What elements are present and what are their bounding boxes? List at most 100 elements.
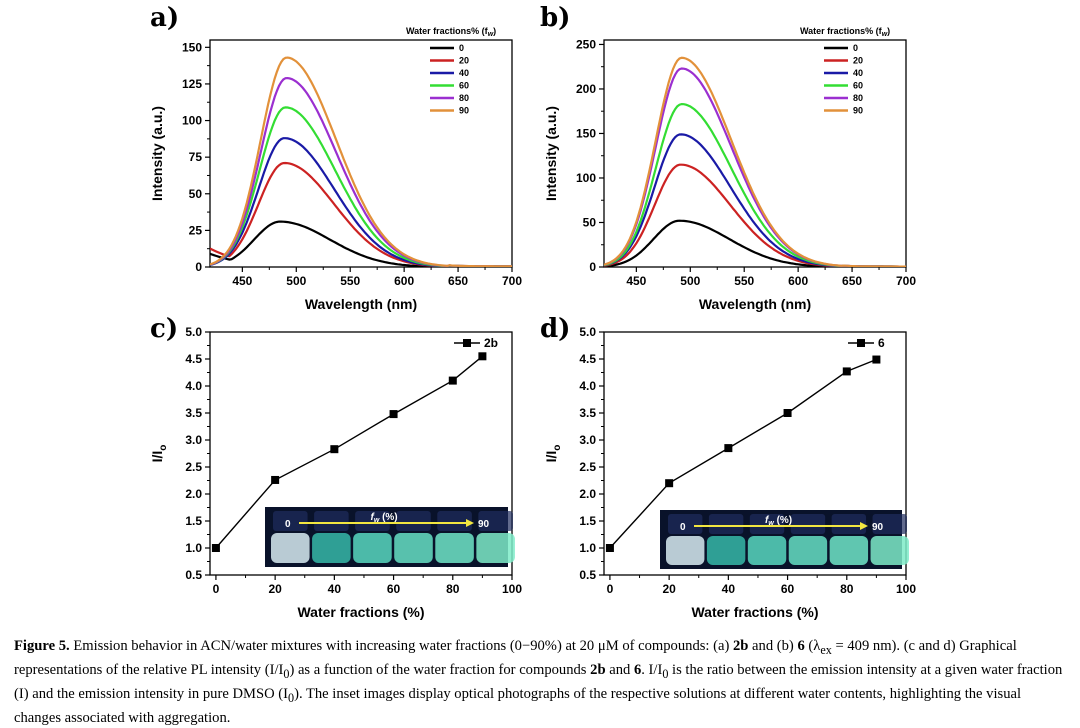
data-point [448, 376, 457, 385]
data-point [872, 355, 881, 364]
y-tick-label: 0 [195, 260, 202, 274]
series-line-90 [210, 56, 512, 267]
panel-label: c) [150, 314, 178, 344]
inset-vial [435, 533, 474, 563]
x-tick-label: 550 [734, 274, 754, 288]
inset-vial-cap [708, 514, 744, 534]
y-axis-label: Intensity (a.u.) [149, 106, 165, 201]
x-tick-label: 80 [840, 582, 854, 596]
y-tick-label: 25 [189, 223, 203, 237]
legend-label: 90 [459, 106, 469, 116]
legend-label: 60 [853, 81, 863, 91]
chart-panel-1: a)450 500 550 600 650 7000255075100125150Wave… [149, 3, 522, 312]
plot-frame [209, 39, 513, 268]
inset-vial [829, 536, 869, 565]
inset-vial-cap [872, 514, 907, 534]
x-tick-label: 20 [662, 582, 676, 596]
legend-label: 6 [878, 336, 885, 350]
x-tick-label: 60 [387, 582, 401, 596]
inset-vial-cap [668, 514, 703, 534]
x-tick-label: 650 [842, 274, 862, 288]
x-axis-label: Water fractions (%) [691, 604, 818, 620]
x-axis-label: Water fractions (%) [297, 604, 424, 620]
y-axis-label: I/Io [149, 445, 169, 463]
plot-frame [603, 39, 907, 268]
y-tick-label: 100 [576, 171, 596, 185]
legend-label: 40 [459, 68, 469, 78]
inset-vial-cap [273, 511, 308, 531]
inset-vial [353, 533, 392, 563]
x-tick-label: 500 [680, 274, 700, 288]
series-line-2b [215, 355, 483, 549]
figure: a)450 500 550 600 650 7000255075100125150Wave… [149, 3, 916, 620]
data-point [724, 444, 733, 453]
y-tick-label: 5.0 [185, 325, 202, 339]
caption-label: Figure 5. [14, 638, 70, 654]
x-tick-label: 700 [896, 274, 916, 288]
inset-vial [788, 536, 828, 565]
inset-vial-cap [831, 514, 867, 534]
y-tick-label: 3.0 [579, 433, 596, 447]
panel-label: a) [150, 3, 179, 33]
x-axis-label: Wavelength (nm) [305, 296, 417, 312]
x-tick-label: 80 [446, 582, 460, 596]
x-axis-label: Wavelength (nm) [699, 296, 811, 312]
inset-vial-cap [355, 511, 390, 531]
chart-panel-2: b)450 500 550 600 650 700050100150200250Wavel… [540, 3, 916, 312]
inset-vial-cap [437, 511, 472, 531]
inset-vial-cap [314, 511, 349, 531]
inset-vial [706, 536, 746, 565]
y-tick-label: 2.5 [185, 460, 202, 474]
legend-label: 60 [459, 81, 469, 91]
series-line-60 [210, 106, 512, 267]
data-point [271, 475, 280, 484]
y-tick-label: 2.5 [579, 460, 596, 474]
y-tick-label: 125 [182, 77, 202, 91]
inset-end-label: 90 [872, 522, 884, 533]
series-line-40 [210, 137, 512, 267]
inset-start-label: 0 [680, 522, 686, 533]
panel-label: b) [540, 3, 570, 33]
inset-vial [312, 533, 351, 563]
y-tick-label: 4.5 [185, 352, 202, 366]
legend-label: 80 [853, 93, 863, 103]
panel-label: d) [540, 314, 570, 344]
y-axis-label: I/Io [543, 445, 563, 463]
series-line-0 [604, 219, 906, 267]
series-line-6 [609, 358, 877, 549]
y-tick-label: 50 [583, 215, 597, 229]
y-tick-label: 3.0 [185, 433, 202, 447]
legend-label: 0 [853, 43, 858, 53]
data-point [330, 445, 339, 454]
y-tick-label: 5.0 [579, 325, 596, 339]
legend-marker [857, 339, 865, 347]
y-tick-label: 4.5 [579, 352, 596, 366]
legend-label: 40 [853, 68, 863, 78]
y-tick-label: 200 [576, 82, 596, 96]
series-line-90 [604, 56, 906, 267]
inset-vial [747, 536, 787, 565]
data-point [605, 544, 614, 552]
y-tick-label: 3.5 [579, 406, 596, 420]
y-tick-label: 75 [189, 150, 203, 164]
x-tick-label: 60 [781, 582, 795, 596]
data-point [478, 352, 487, 361]
legend-label: 2b [484, 336, 498, 350]
legend-marker [463, 339, 471, 347]
y-tick-label: 3.5 [185, 406, 202, 420]
inset-vial [870, 536, 909, 565]
x-tick-label: 20 [268, 582, 282, 596]
inset-vial [476, 533, 515, 563]
chart-panel-4: d)0 20 40 60 80 1000.51.01.52.02.53.03.54.04.… [540, 314, 916, 620]
legend-label: 20 [853, 56, 863, 66]
data-point [211, 544, 220, 552]
inset-start-label: 0 [285, 519, 291, 530]
y-tick-label: 150 [182, 40, 202, 54]
y-tick-label: 0.5 [185, 568, 202, 582]
y-tick-label: 50 [189, 187, 203, 201]
x-tick-label: 600 [788, 274, 808, 288]
x-tick-label: 500 [286, 274, 306, 288]
inset-vial-cap [396, 511, 431, 531]
